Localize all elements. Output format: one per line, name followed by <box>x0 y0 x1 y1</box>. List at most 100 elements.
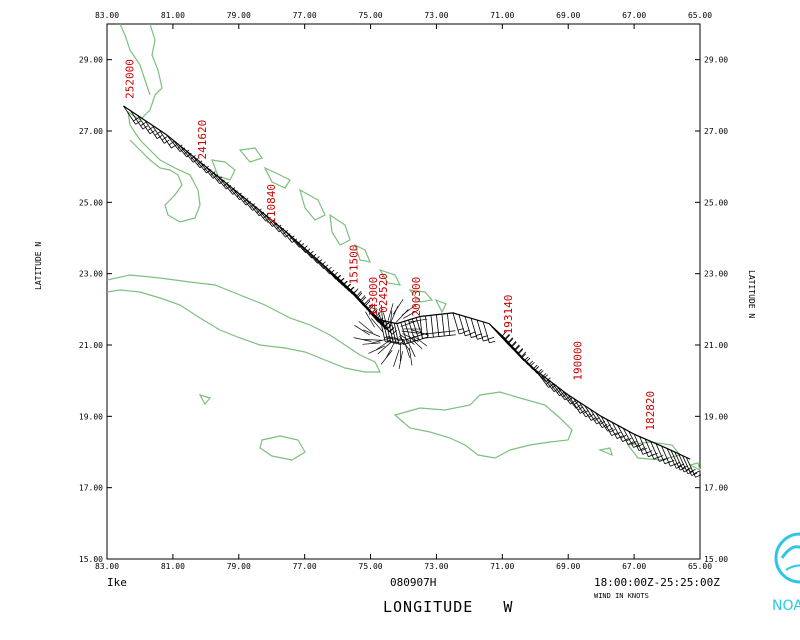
hispaniola-coast <box>393 391 573 459</box>
wind-barb-feather <box>521 351 527 357</box>
wind-barb-feather <box>276 224 282 230</box>
wind-barb-staff <box>398 335 411 351</box>
wind-barb-feather <box>360 295 366 301</box>
wind-barb-feather <box>369 304 374 310</box>
wind-barb-feather <box>636 443 643 448</box>
wind-barb-staff <box>411 329 430 336</box>
wind-barb-staff <box>476 319 484 342</box>
wind-barb-staff <box>123 105 137 125</box>
wind-barb-staff <box>401 330 420 334</box>
wind-barb-staff <box>464 316 472 338</box>
wind-barb-staff <box>545 378 560 397</box>
wind-barb-feather <box>508 337 513 343</box>
lat-tick-label: 29.00 <box>79 56 103 65</box>
lon-tick-label: 77.00 <box>293 562 317 571</box>
wind-barb-staff <box>408 347 413 366</box>
wind-barb-feather <box>395 342 403 345</box>
wind-barb-staff <box>403 309 420 319</box>
wind-barb-feather <box>514 344 520 350</box>
wind-barb-feather <box>548 383 554 388</box>
wind-barb-staff <box>441 314 445 337</box>
wind-barb-staff <box>470 318 478 340</box>
wind-barb-feather <box>646 450 653 454</box>
wind-barb-feather <box>652 452 658 456</box>
lat-tick-label: 19.00 <box>79 412 103 421</box>
wind-barb-feather <box>353 288 359 294</box>
cuba-coast <box>106 274 381 373</box>
time-label: 210840 <box>265 184 278 224</box>
wind-barb-feather <box>397 338 404 341</box>
wind-barb-staff <box>551 382 566 401</box>
wind-barb-feather <box>179 147 186 152</box>
wind-barb-feather <box>373 309 378 315</box>
wind-barb-staff <box>363 329 381 337</box>
date-label: 080907H <box>390 576 437 589</box>
wind-barb-feather <box>364 299 370 305</box>
time-range: 18:00:00Z-25:25:00Z <box>594 576 720 589</box>
wind-barb-feather <box>622 438 629 442</box>
wind-barb-staff <box>589 408 603 428</box>
wind-barb-feather <box>553 387 560 392</box>
wind-barb-staff <box>600 416 612 436</box>
wind-barb-feather <box>183 149 190 155</box>
bahamas-islands <box>211 147 447 314</box>
wind-barb-feather <box>265 217 271 222</box>
lat-tick-label: 23.00 <box>79 270 103 279</box>
wind-barb-staff <box>344 284 362 301</box>
wind-barb-feather <box>443 330 450 333</box>
wind-barb-staff <box>482 321 490 344</box>
lat-tick-label: 15.00 <box>704 555 728 564</box>
wind-barb-feather <box>551 384 557 389</box>
wind-barb-staff <box>334 274 350 292</box>
y-axis-title-right: LATITUDE N <box>747 270 756 319</box>
wind-barb-feather <box>282 230 288 235</box>
wind-barb-staff <box>402 333 419 343</box>
wind-barb-feather <box>263 213 269 219</box>
wind-barb-staff <box>320 262 337 280</box>
wind-barb-staff <box>556 386 571 405</box>
wind-barb-feather <box>663 457 669 461</box>
lon-tick-label: 75.00 <box>359 11 383 20</box>
wind-barb-feather <box>206 168 212 174</box>
lon-tick-label: 81.00 <box>161 562 185 571</box>
wind-barb-feather <box>249 203 256 208</box>
wind-barb-feather <box>186 152 192 158</box>
wind-barb-feather <box>489 340 496 344</box>
wind-barb-feather <box>438 331 445 333</box>
wind-barb-feather <box>511 340 517 346</box>
wind-units: WIND IN KNOTS <box>594 592 649 600</box>
wind-barb-staff <box>409 336 423 350</box>
noaa-logo: NOAA <box>772 518 800 618</box>
lon-tick-label: 69.00 <box>556 562 580 571</box>
wind-barb-staff <box>381 304 383 323</box>
wind-barb-staff <box>327 268 343 286</box>
wind-barb-feather <box>398 342 405 345</box>
wind-barb-staff <box>682 455 693 476</box>
wind-barb-feather <box>449 330 456 332</box>
wind-barb-staff <box>401 304 417 316</box>
wind-barb-feather <box>243 197 249 203</box>
noaa-logo-text: NOAA <box>772 598 800 614</box>
wind-barb-staff <box>368 345 386 354</box>
wind-barb-staff <box>447 313 451 336</box>
wind-barb-feather <box>245 201 251 206</box>
wind-barb-staff <box>392 299 404 315</box>
longitude-ticks-top: 83.00 81.00 79.00 77.00 75.00 73.00 71.00 69.00… <box>95 11 712 29</box>
wind-barb-staff <box>606 419 618 439</box>
lat-tick-label: 19.00 <box>704 412 728 421</box>
wind-barb-feather <box>203 165 209 171</box>
wind-barb-staff <box>393 349 400 367</box>
wind-barb-staff <box>377 341 392 355</box>
wind-barb-staff <box>352 292 369 309</box>
wind-barb-feather <box>556 388 563 393</box>
wind-barb-staff <box>578 401 592 421</box>
lat-tick-label: 25.00 <box>79 198 103 207</box>
wind-barb-staff <box>151 124 165 144</box>
wind-barb-feather <box>633 444 640 448</box>
wind-barb-staff <box>430 315 434 338</box>
wind-barb-feather <box>199 163 205 169</box>
wind-barb-staff <box>666 448 677 469</box>
wind-barb-feather <box>193 158 199 163</box>
wind-barb-feather <box>505 333 510 339</box>
